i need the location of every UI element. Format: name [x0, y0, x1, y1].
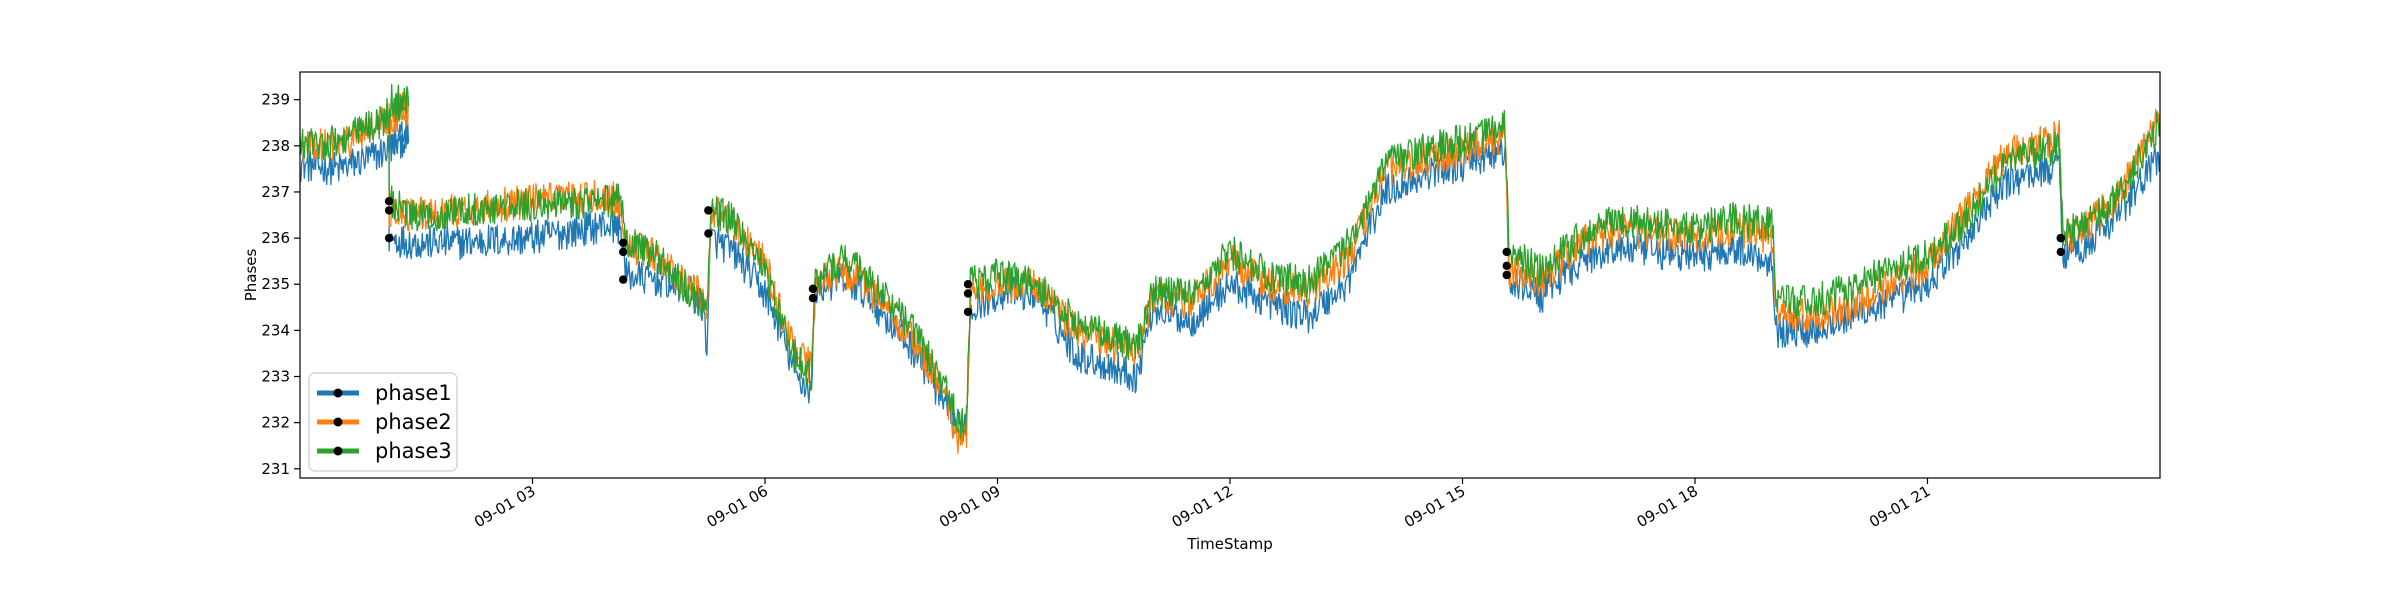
y-tick-label: 235 [261, 275, 290, 293]
legend-marker [333, 388, 343, 398]
x-tick-label: 09-01 09 [936, 482, 1003, 531]
legend-marker [333, 446, 343, 456]
change-marker [619, 275, 628, 284]
change-marker [808, 293, 818, 303]
change-marker [704, 229, 713, 238]
marker-layer [384, 197, 2065, 317]
change-marker [384, 233, 394, 243]
change-marker [619, 247, 628, 257]
change-marker [619, 238, 628, 247]
legend-label-phase1: phase1 [375, 381, 452, 405]
y-tick-label: 231 [261, 460, 290, 478]
x-tick-label: 09-01 15 [1401, 482, 1468, 531]
change-marker [1502, 261, 1511, 270]
y-tick-label: 233 [261, 368, 290, 386]
legend: phase1 phase2 phase3 [308, 372, 458, 472]
x-tick-label: 09-01 06 [704, 482, 771, 531]
legend-label-phase3: phase3 [375, 439, 452, 463]
x-tick-label: 09-01 18 [1634, 482, 1701, 531]
change-marker [963, 289, 973, 298]
change-marker [2056, 233, 2065, 243]
change-marker [704, 206, 713, 215]
y-axis: 231 232 233 234 235 236 237 238 239 [261, 91, 300, 478]
x-axis-label: TimeStamp [1186, 535, 1272, 553]
y-tick-label: 234 [261, 321, 290, 339]
change-marker [1502, 247, 1511, 257]
x-tick-label: 09-01 21 [1866, 482, 1933, 531]
y-tick-label: 238 [261, 137, 290, 155]
legend-label-phase2: phase2 [375, 410, 452, 434]
x-axis: 09-01 03 09-01 06 09-01 09 09-01 12 09-01 15… [471, 478, 1934, 531]
change-marker [384, 197, 394, 206]
change-marker [963, 280, 973, 289]
y-tick-label: 232 [261, 414, 290, 432]
legend-marker [333, 417, 343, 427]
change-marker [1502, 270, 1511, 280]
y-tick-label: 237 [261, 183, 290, 201]
series-line-phase1 [300, 120, 2160, 443]
y-axis-label: Phases [242, 249, 260, 302]
legend-box [308, 372, 458, 472]
y-tick-label: 236 [261, 229, 290, 247]
change-marker [808, 284, 818, 293]
change-marker [963, 307, 973, 317]
series-line-phase3 [300, 83, 2160, 439]
change-marker [384, 206, 394, 215]
change-marker [2056, 247, 2065, 257]
x-tick-label: 09-01 03 [471, 482, 538, 531]
x-tick-label: 09-01 12 [1169, 482, 1236, 531]
series-layer [300, 83, 2160, 454]
y-tick-label: 239 [261, 91, 290, 109]
